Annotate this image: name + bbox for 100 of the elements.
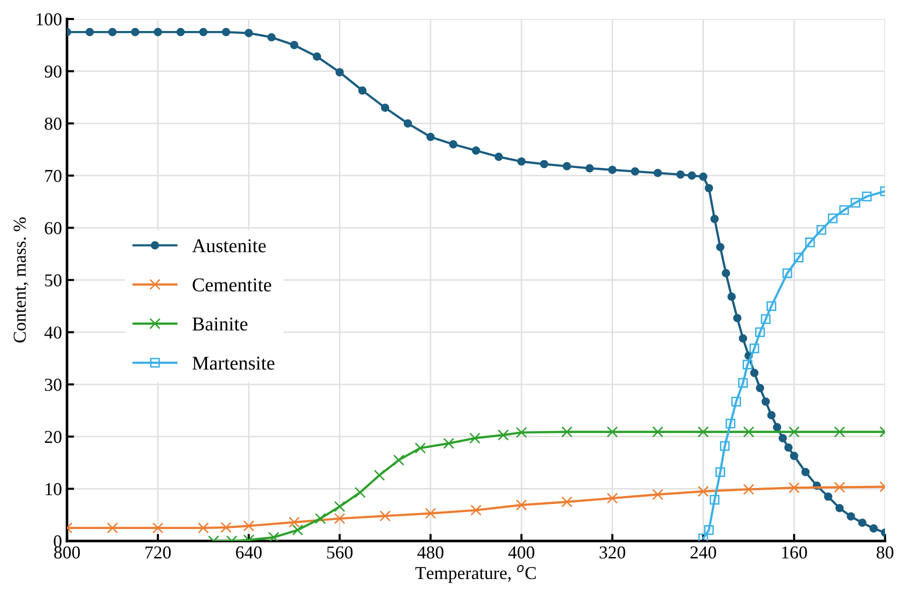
point [828, 214, 838, 224]
point [449, 140, 458, 148]
point [443, 438, 454, 449]
point [354, 486, 366, 498]
point [698, 534, 708, 541]
point [470, 504, 482, 516]
point [198, 522, 209, 534]
point [314, 513, 326, 524]
point [393, 454, 404, 466]
point [336, 68, 344, 76]
point [784, 443, 793, 452]
legend-label: Cementite [192, 278, 272, 292]
point [738, 378, 748, 388]
point [834, 482, 846, 493]
x-tick-label: 640 [236, 546, 262, 559]
y-tick-label: 70 [45, 170, 62, 182]
point [268, 532, 280, 541]
point [790, 452, 798, 460]
y-tick-label: 40 [44, 326, 62, 339]
x-tick-label: 320 [600, 546, 626, 559]
legend-label: Austenite [192, 239, 266, 252]
point [561, 426, 572, 438]
point [839, 205, 849, 215]
point [426, 132, 435, 142]
point [380, 104, 390, 112]
point [374, 470, 385, 481]
point [801, 468, 810, 476]
point [334, 513, 346, 524]
point [834, 426, 846, 438]
point [699, 172, 708, 181]
point [755, 327, 765, 338]
point [743, 484, 754, 495]
point [414, 442, 426, 454]
point [805, 238, 815, 248]
point [816, 225, 826, 235]
point [767, 411, 776, 420]
point [862, 192, 872, 202]
point [704, 525, 714, 535]
point [743, 426, 754, 438]
point [652, 488, 664, 500]
legend-label: Martensite [192, 356, 274, 370]
point [782, 268, 792, 278]
point [716, 242, 724, 252]
y-tick-label: 90 [44, 65, 62, 78]
point [516, 499, 527, 511]
point [738, 334, 748, 343]
point [762, 397, 770, 406]
point [494, 152, 503, 161]
point [698, 486, 709, 497]
point [704, 184, 714, 192]
point [850, 198, 860, 208]
point [652, 426, 664, 438]
point [727, 292, 736, 301]
y-tick-label: 50 [45, 274, 62, 286]
x-tick-label: 560 [327, 546, 353, 559]
y-axis-title: Content, mass. % [14, 217, 28, 342]
x-tick-label: 480 [417, 546, 444, 559]
point [288, 516, 300, 528]
point [688, 171, 696, 180]
y-tick-label: 20 [44, 430, 62, 444]
point [654, 168, 662, 178]
point [540, 160, 548, 168]
y-tick-label: 100 [36, 13, 62, 26]
point [106, 522, 118, 534]
point [176, 28, 185, 36]
x-tick-label: 800 [54, 546, 80, 559]
point [606, 426, 618, 438]
point [243, 520, 254, 532]
point [726, 418, 736, 428]
point [199, 28, 208, 36]
point [788, 426, 800, 438]
point [404, 119, 412, 128]
point [788, 482, 800, 494]
point [585, 164, 594, 172]
point [154, 28, 162, 36]
x-tick-label: 240 [690, 546, 716, 559]
point [498, 429, 509, 441]
point [244, 28, 253, 38]
x-axis-title: Temperature, $^{o}$C [415, 565, 536, 583]
point [731, 396, 742, 406]
y-tick-label: 10 [46, 483, 62, 496]
x-tick-label: 160 [782, 546, 807, 559]
x-tick-label: 720 [146, 546, 171, 559]
point [869, 524, 878, 533]
point [606, 492, 618, 504]
point [267, 33, 276, 42]
point [425, 508, 436, 519]
legend-label: Bainite [192, 318, 248, 331]
point [835, 504, 844, 512]
point [108, 28, 117, 36]
point [517, 157, 526, 166]
point [778, 434, 787, 442]
point [824, 492, 832, 501]
point [722, 269, 730, 278]
point [750, 368, 759, 378]
point [698, 426, 709, 438]
point [131, 28, 140, 36]
point [772, 423, 782, 432]
point [720, 441, 730, 451]
point [152, 522, 164, 534]
